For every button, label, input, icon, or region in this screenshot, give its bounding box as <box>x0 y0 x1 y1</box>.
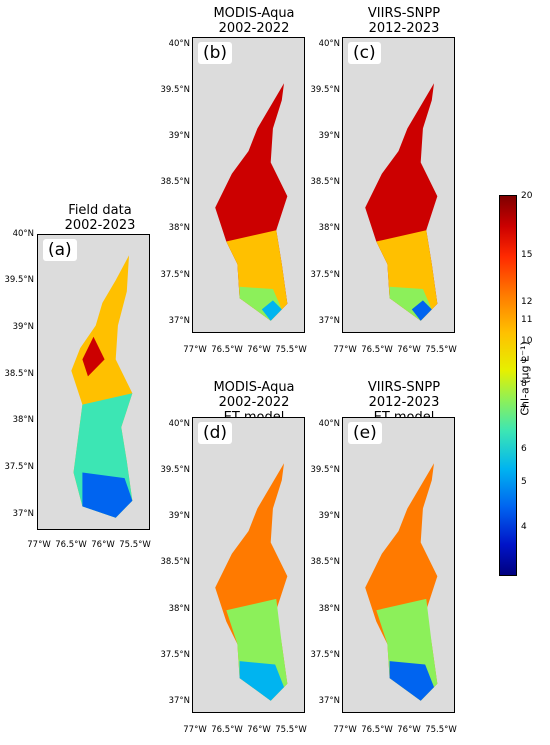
colorbar-tick: 5 <box>521 477 527 487</box>
lat-tick: 37.5°N <box>160 650 190 660</box>
colorbar-tick: 20 <box>521 191 533 201</box>
bay-shape <box>215 83 288 321</box>
colorbar-tick: 8 <box>521 379 527 389</box>
lat-tick: 40°N <box>168 39 190 49</box>
lon-tick: 76°W <box>397 725 421 735</box>
panel-b-label: (b) <box>198 42 233 64</box>
lon-tick: 75.5°W <box>275 345 307 355</box>
lat-tick: 39°N <box>168 511 190 521</box>
lon-tick: 77°W <box>333 345 357 355</box>
lat-tick: 38.5°N <box>160 557 190 567</box>
bay-shape <box>71 255 133 518</box>
lon-tick: 76°W <box>397 345 421 355</box>
lon-tick: 77°W <box>333 725 357 735</box>
panel-c-label: (c) <box>348 42 381 64</box>
lat-tick: 37.5°N <box>310 270 340 280</box>
lon-tick: 76.5°W <box>361 345 393 355</box>
lat-tick: 38.5°N <box>310 557 340 567</box>
colorbar-tick: 4 <box>521 522 527 532</box>
colorbar-tick: 9 <box>521 356 527 366</box>
panel-e-label: (e) <box>348 422 382 444</box>
lon-tick: 76.5°W <box>361 725 393 735</box>
colorbar-tick: 11 <box>521 315 533 325</box>
lon-tick: 76°W <box>91 540 115 550</box>
panel-a-label: (a) <box>43 239 77 261</box>
colorbar-tick: 7 <box>521 404 527 414</box>
lat-tick: 39°N <box>318 131 340 141</box>
lat-tick: 38.5°N <box>310 177 340 187</box>
lat-tick: 39°N <box>318 511 340 521</box>
colorbar-tick: 10 <box>521 336 533 346</box>
bay-shape <box>215 463 288 701</box>
colorbar-label: Chl-a (μg L⁻¹) <box>518 341 532 416</box>
lat-tick: 38°N <box>318 223 340 233</box>
panel-d-label: (d) <box>198 422 233 444</box>
lon-tick: 75.5°W <box>119 540 151 550</box>
lon-tick: 77°W <box>183 345 207 355</box>
lon-tick: 77°W <box>27 540 51 550</box>
colorbar <box>499 195 517 576</box>
lon-tick: 75.5°W <box>275 725 307 735</box>
lat-tick: 39.5°N <box>310 85 340 95</box>
lon-tick: 77°W <box>183 725 207 735</box>
lon-tick: 75.5°W <box>425 725 457 735</box>
lat-tick: 39°N <box>168 131 190 141</box>
lon-tick: 76°W <box>247 725 271 735</box>
lat-tick: 38.5°N <box>4 369 34 379</box>
lat-tick: 38°N <box>168 223 190 233</box>
lat-tick: 37°N <box>12 509 34 519</box>
lat-tick: 39°N <box>12 322 34 332</box>
lat-tick: 39.5°N <box>310 465 340 475</box>
lat-tick: 38°N <box>12 415 34 425</box>
lon-tick: 76.5°W <box>55 540 87 550</box>
lat-tick: 39.5°N <box>160 465 190 475</box>
lat-tick: 37°N <box>168 696 190 706</box>
lat-tick: 37.5°N <box>4 462 34 472</box>
lat-tick: 38°N <box>318 604 340 614</box>
colorbar-tick: 12 <box>521 297 533 307</box>
lon-tick: 76.5°W <box>211 345 243 355</box>
lat-tick: 40°N <box>168 419 190 429</box>
lat-tick: 39.5°N <box>4 275 34 285</box>
colorbar-tick: 15 <box>521 250 533 260</box>
bay-shape <box>365 463 438 701</box>
map-panel-c: (c) <box>342 37 455 333</box>
map-panel-a: (a) <box>37 234 150 530</box>
lat-tick: 37°N <box>168 316 190 326</box>
lon-tick: 76.5°W <box>211 725 243 735</box>
panel-a-title: Field data 2002-2023 <box>64 203 136 233</box>
lat-tick: 40°N <box>318 419 340 429</box>
colorbar-tick: 6 <box>521 444 527 454</box>
lat-tick: 39.5°N <box>160 85 190 95</box>
lat-tick: 38.5°N <box>160 177 190 187</box>
lat-tick: 40°N <box>12 229 34 239</box>
lat-tick: 38°N <box>168 604 190 614</box>
lon-tick: 75.5°W <box>425 345 457 355</box>
map-panel-b: (b) <box>192 37 305 333</box>
lon-tick: 76°W <box>247 345 271 355</box>
bay-shape <box>365 83 438 321</box>
map-panel-d: (d) <box>192 417 305 713</box>
lat-tick: 37.5°N <box>310 650 340 660</box>
lat-tick: 37°N <box>318 316 340 326</box>
map-panel-e: (e) <box>342 417 455 713</box>
lat-tick: 40°N <box>318 39 340 49</box>
lat-tick: 37°N <box>318 696 340 706</box>
lat-tick: 37.5°N <box>160 270 190 280</box>
